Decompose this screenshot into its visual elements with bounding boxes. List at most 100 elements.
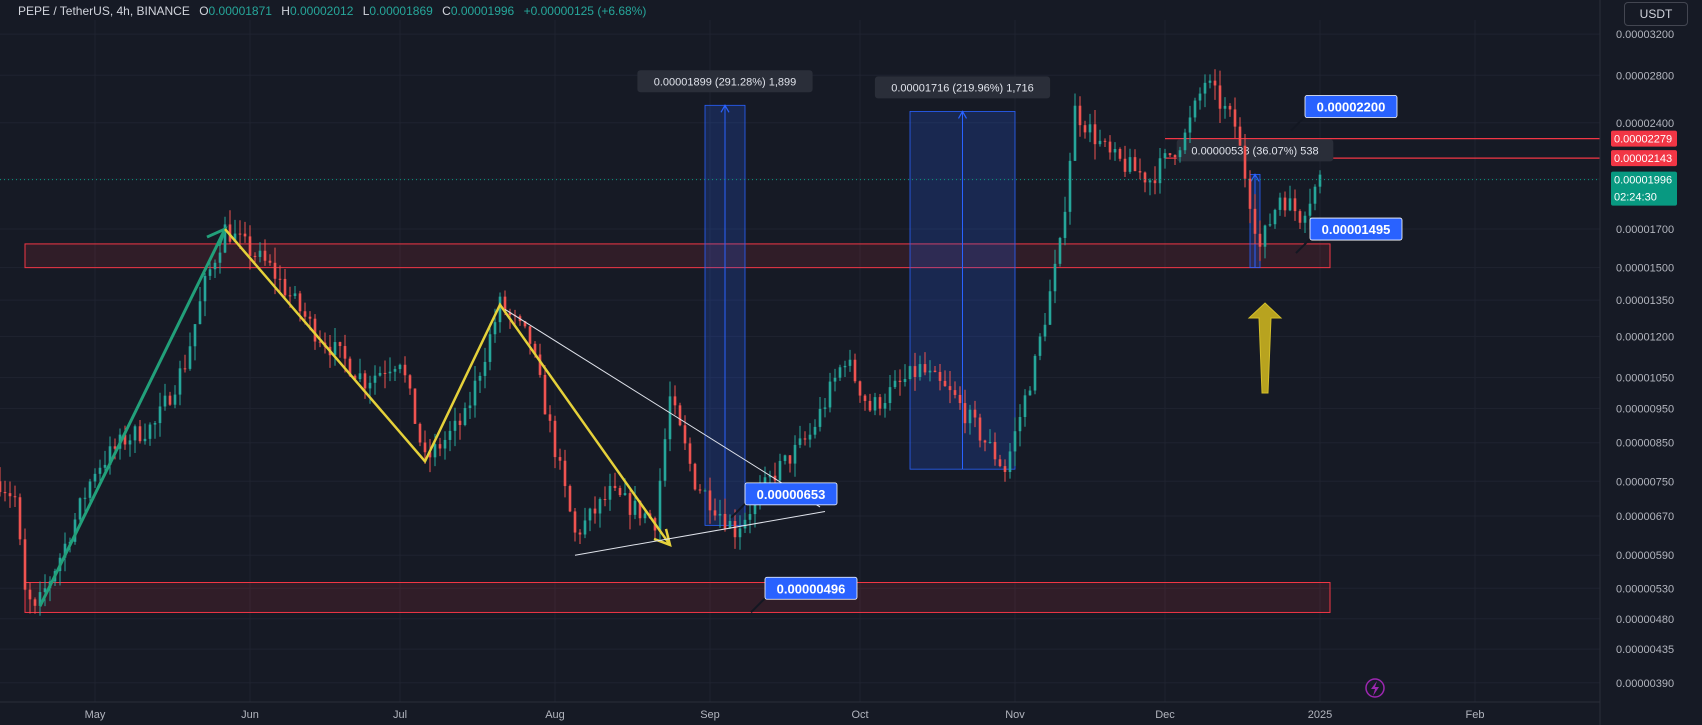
candle-body[interactable]	[688, 443, 692, 464]
candle-body[interactable]	[698, 489, 702, 491]
candle-body[interactable]	[853, 359, 857, 382]
candle-body[interactable]	[1158, 158, 1162, 184]
candle-body[interactable]	[1078, 105, 1082, 126]
candle-body[interactable]	[883, 403, 887, 409]
candle-body[interactable]	[1313, 186, 1317, 204]
candle-body[interactable]	[893, 380, 897, 388]
candle-body[interactable]	[373, 375, 377, 383]
candle-body[interactable]	[178, 368, 182, 395]
candle-body[interactable]	[203, 275, 207, 302]
candle-body[interactable]	[1118, 149, 1122, 159]
candle-body[interactable]	[633, 500, 637, 515]
candle-body[interactable]	[1108, 141, 1112, 153]
candle-body[interactable]	[803, 438, 807, 440]
price-axis-tag[interactable]	[1611, 150, 1677, 167]
candle-body[interactable]	[708, 490, 712, 511]
candle-body[interactable]	[38, 592, 42, 606]
candle-body[interactable]	[1253, 208, 1257, 234]
candle-body[interactable]	[753, 497, 757, 515]
candle-body[interactable]	[613, 485, 617, 489]
candle-body[interactable]	[968, 409, 972, 424]
candle-body[interactable]	[508, 312, 512, 316]
candle-body[interactable]	[573, 511, 577, 533]
candle-body[interactable]	[628, 493, 632, 515]
candle-body[interactable]	[1103, 140, 1107, 142]
candle-body[interactable]	[278, 278, 282, 280]
time-axis[interactable]: May Jun Jul Aug Sep Oct Nov Dec 2025 Feb	[0, 701, 1600, 721]
candle-body[interactable]	[973, 409, 977, 418]
candle-body[interactable]	[63, 543, 67, 558]
candle-body[interactable]	[638, 500, 642, 519]
candle-body[interactable]	[618, 488, 622, 496]
candle-body[interactable]	[263, 250, 267, 261]
candle-body[interactable]	[593, 508, 597, 514]
candle-body[interactable]	[1233, 109, 1237, 127]
candle-body[interactable]	[133, 426, 137, 441]
candle-body[interactable]	[73, 519, 77, 542]
candle-body[interactable]	[28, 589, 32, 600]
candle-body[interactable]	[693, 463, 697, 490]
candle-body[interactable]	[418, 423, 422, 443]
candle-body[interactable]	[1008, 451, 1012, 472]
candle-body[interactable]	[843, 365, 847, 368]
candle-body[interactable]	[763, 477, 767, 488]
candle-body[interactable]	[1243, 145, 1247, 179]
candle-body[interactable]	[493, 322, 497, 335]
candle-body[interactable]	[1268, 224, 1272, 226]
candle-body[interactable]	[783, 455, 787, 461]
candle-body[interactable]	[78, 498, 82, 520]
candle-body[interactable]	[313, 318, 317, 342]
candle-body[interactable]	[128, 440, 132, 445]
candle-body[interactable]	[353, 375, 357, 380]
price-axis-tag[interactable]	[1611, 171, 1677, 206]
candle-body[interactable]	[1133, 157, 1137, 172]
candle-body[interactable]	[148, 424, 152, 439]
candle-body[interactable]	[433, 444, 437, 458]
candle-body[interactable]	[1033, 355, 1037, 391]
candle-body[interactable]	[938, 371, 942, 381]
candle-body[interactable]	[1148, 180, 1152, 183]
candle-body[interactable]	[408, 375, 412, 389]
candle-body[interactable]	[878, 397, 882, 409]
candle-body[interactable]	[468, 405, 472, 409]
candle-body[interactable]	[888, 387, 892, 404]
candle-body[interactable]	[1188, 117, 1192, 133]
candle-body[interactable]	[1023, 395, 1027, 418]
candle-body[interactable]	[98, 467, 102, 474]
candle-body[interactable]	[233, 233, 237, 242]
candle-body[interactable]	[1063, 211, 1067, 238]
candlestick-series[interactable]	[0, 69, 1600, 616]
candle-body[interactable]	[918, 364, 922, 377]
candle-body[interactable]	[248, 236, 252, 256]
candle-body[interactable]	[658, 480, 662, 531]
lightning-icon[interactable]	[1365, 678, 1385, 698]
candle-body[interactable]	[743, 519, 747, 529]
candle-body[interactable]	[268, 260, 272, 263]
candle-body[interactable]	[1208, 80, 1212, 83]
candle-body[interactable]	[0, 481, 2, 493]
candle-body[interactable]	[873, 397, 877, 411]
candle-body[interactable]	[83, 497, 87, 499]
candle-body[interactable]	[483, 361, 487, 376]
candle-body[interactable]	[1228, 105, 1232, 110]
candle-body[interactable]	[213, 262, 217, 270]
candle-body[interactable]	[623, 493, 627, 496]
candle-body[interactable]	[163, 395, 167, 407]
candle-body[interactable]	[243, 233, 247, 237]
candle-body[interactable]	[1218, 85, 1222, 109]
candle-body[interactable]	[848, 359, 852, 366]
candle-body[interactable]	[868, 400, 872, 411]
candle-body[interactable]	[398, 364, 402, 370]
currency-button[interactable]: USDT	[1624, 2, 1688, 26]
candle-body[interactable]	[1278, 197, 1282, 210]
candle-body[interactable]	[598, 499, 602, 514]
candle-body[interactable]	[838, 367, 842, 378]
candle-body[interactable]	[683, 425, 687, 444]
candle-body[interactable]	[578, 532, 582, 535]
price-axis[interactable]: 0.000032000.000028000.000024000.00002000…	[1599, 0, 1702, 725]
candle-body[interactable]	[253, 255, 257, 257]
candle-body[interactable]	[318, 341, 322, 343]
symbol-title[interactable]: PEPE / TetherUS, 4h, BINANCE	[18, 4, 190, 18]
candle-body[interactable]	[733, 520, 737, 538]
